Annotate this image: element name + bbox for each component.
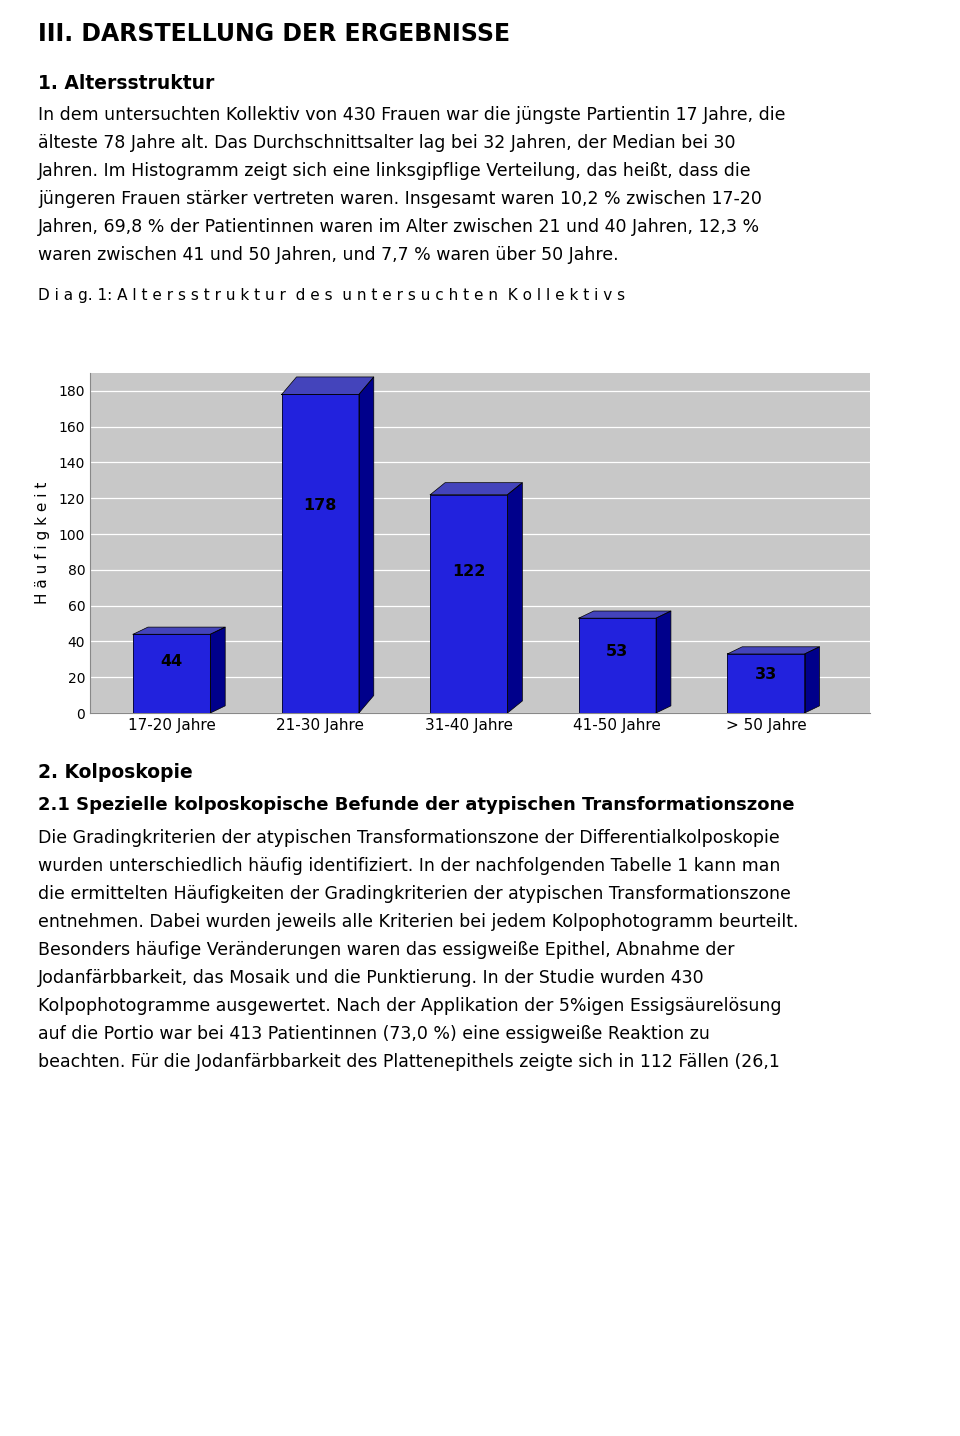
Text: 44: 44 <box>160 655 182 669</box>
Text: waren zwischen 41 und 50 Jahren, und 7,7 % waren über 50 Jahre.: waren zwischen 41 und 50 Jahren, und 7,7… <box>38 246 618 264</box>
Text: die ermittelten Häufigkeiten der Gradingkriterien der atypischen Transformations: die ermittelten Häufigkeiten der Grading… <box>38 885 791 903</box>
Polygon shape <box>579 617 656 714</box>
Polygon shape <box>430 494 508 714</box>
Text: jüngeren Frauen stärker vertreten waren. Insgesamt waren 10,2 % zwischen 17-20: jüngeren Frauen stärker vertreten waren.… <box>38 190 762 208</box>
Polygon shape <box>359 378 373 714</box>
Text: Jahren, 69,8 % der Patientinnen waren im Alter zwischen 21 und 40 Jahren, 12,3 %: Jahren, 69,8 % der Patientinnen waren im… <box>38 218 760 236</box>
Text: III. DARSTELLUNG DER ERGEBNISSE: III. DARSTELLUNG DER ERGEBNISSE <box>38 22 510 46</box>
Text: Kolpophotogramme ausgewertet. Nach der Applikation der 5%igen Essigsäurelösung: Kolpophotogramme ausgewertet. Nach der A… <box>38 997 781 1015</box>
Polygon shape <box>656 610 671 714</box>
Polygon shape <box>281 395 359 714</box>
Text: 1. Altersstruktur: 1. Altersstruktur <box>38 75 214 93</box>
Polygon shape <box>281 378 373 395</box>
Text: Besonders häufige Veränderungen waren das essigweiße Epithel, Abnahme der: Besonders häufige Veränderungen waren da… <box>38 941 734 959</box>
Polygon shape <box>728 653 804 714</box>
Text: Jahren. Im Histogramm zeigt sich eine linksgipflige Verteilung, das heißt, dass : Jahren. Im Histogramm zeigt sich eine li… <box>38 162 752 180</box>
Text: 2.1 Spezielle kolposkopische Befunde der atypischen Transformationszone: 2.1 Spezielle kolposkopische Befunde der… <box>38 796 795 814</box>
Text: Die Gradingkriterien der atypischen Transformationszone der Differentialkolposko: Die Gradingkriterien der atypischen Tran… <box>38 829 780 847</box>
Text: 2. Kolposkopie: 2. Kolposkopie <box>38 763 193 783</box>
Text: auf die Portio war bei 413 Patientinnen (73,0 %) eine essigweiße Reaktion zu: auf die Portio war bei 413 Patientinnen … <box>38 1025 709 1043</box>
Polygon shape <box>804 646 820 714</box>
Text: D i a g. 1: A l t e r s s t r u k t u r  d e s  u n t e r s u c h t e n  K o l l: D i a g. 1: A l t e r s s t r u k t u r … <box>38 289 625 303</box>
Text: 122: 122 <box>452 563 486 579</box>
Polygon shape <box>133 635 210 714</box>
Polygon shape <box>579 610 671 617</box>
Text: 33: 33 <box>755 668 778 682</box>
Polygon shape <box>133 628 226 635</box>
Polygon shape <box>508 482 522 714</box>
Text: 53: 53 <box>607 643 629 659</box>
Text: Jodanfärbbarkeit, das Mosaik und die Punktierung. In der Studie wurden 430: Jodanfärbbarkeit, das Mosaik und die Pun… <box>38 969 705 987</box>
Polygon shape <box>430 482 522 494</box>
Text: beachten. Für die Jodanfärbbarkeit des Plattenepithels zeigte sich in 112 Fällen: beachten. Für die Jodanfärbbarkeit des P… <box>38 1053 780 1071</box>
Polygon shape <box>728 646 820 653</box>
Text: In dem untersuchten Kollektiv von 430 Frauen war die jüngste Partientin 17 Jahre: In dem untersuchten Kollektiv von 430 Fr… <box>38 106 785 123</box>
Text: älteste 78 Jahre alt. Das Durchschnittsalter lag bei 32 Jahren, der Median bei 3: älteste 78 Jahre alt. Das Durchschnittsa… <box>38 134 735 152</box>
Text: wurden unterschiedlich häufig identifiziert. In der nachfolgenden Tabelle 1 kann: wurden unterschiedlich häufig identifizi… <box>38 857 780 875</box>
Text: 178: 178 <box>303 498 337 514</box>
Polygon shape <box>210 628 226 714</box>
Text: entnehmen. Dabei wurden jeweils alle Kriterien bei jedem Kolpophotogramm beurtei: entnehmen. Dabei wurden jeweils alle Kri… <box>38 913 799 931</box>
Y-axis label: H ä u f i g k e i t: H ä u f i g k e i t <box>36 482 50 605</box>
